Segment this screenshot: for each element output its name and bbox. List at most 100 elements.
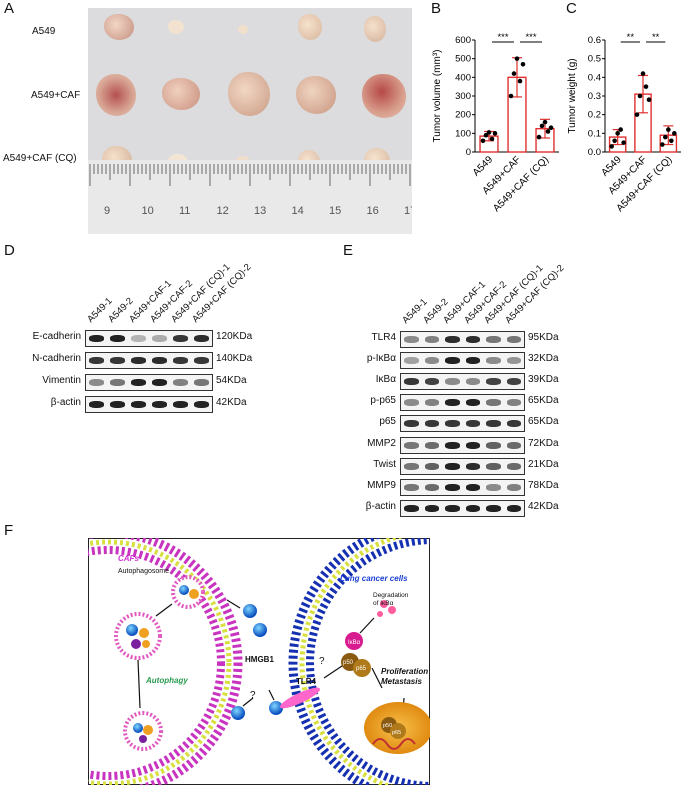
blot-band (445, 357, 460, 365)
row-label-a549: A549 (32, 26, 56, 37)
molecular-weight-label: 54KDa (216, 375, 247, 386)
blot-band (465, 357, 480, 365)
blot-band (404, 357, 419, 365)
blot-band (194, 401, 209, 408)
ruler-label: 15 (329, 205, 341, 217)
blot-band (424, 483, 439, 491)
blot-band (445, 336, 460, 343)
question-mark: ? (319, 656, 325, 667)
blot-band (89, 335, 104, 342)
data-point (520, 61, 526, 67)
tumor-sample (162, 78, 200, 110)
blot-band (486, 504, 501, 512)
blot-row (400, 331, 525, 348)
molecular-weight-label: 65KDa (528, 395, 559, 407)
blot-band (506, 420, 521, 428)
data-point (618, 127, 623, 132)
blot-row-label: N-cadherin (32, 353, 81, 364)
row-label-a549-caf-cq: A549+CAF (CQ) (3, 153, 77, 164)
ruler-label: 9 (104, 205, 110, 217)
tumor-sample (238, 25, 248, 34)
question-mark: ? (250, 690, 256, 701)
autophagy-label: Autophagy (145, 676, 188, 685)
lung-cancer-label: Lung cancer cells (340, 574, 408, 583)
blot-band (404, 483, 419, 491)
blot-band (424, 399, 439, 407)
ikba-molecule (345, 632, 363, 650)
row-label-a549-caf: A549+CAF (31, 90, 81, 101)
blot-band (194, 379, 209, 386)
blot-band (152, 379, 167, 386)
blot-row (400, 436, 525, 454)
data-point (508, 93, 514, 99)
molecular-weight-label: 140KDa (216, 353, 253, 364)
blot-row (85, 374, 213, 391)
blot-band (486, 399, 501, 407)
blot-band (424, 357, 439, 365)
blot-row-label: p-p65 (370, 395, 396, 407)
data-point (483, 132, 489, 138)
data-point (621, 140, 626, 145)
panel-letter-e: E (343, 242, 354, 259)
blot-band (194, 357, 209, 364)
blot-row (85, 396, 213, 413)
blot-band (424, 336, 439, 343)
y-tick-label: 0.3 (588, 91, 601, 102)
blot-band (506, 399, 521, 407)
blot-band (465, 462, 480, 470)
tumor-sample (296, 76, 336, 114)
blot-band (173, 401, 188, 408)
autophagosome (123, 711, 163, 751)
blot-band (506, 357, 521, 365)
molecular-weight-label: 72KDa (528, 437, 559, 449)
cafs-label: CAFs (118, 554, 139, 563)
blot-band (424, 462, 439, 470)
blot-row (400, 457, 525, 475)
blot-band (110, 401, 125, 408)
tumor-volume-chart: 0 100 200 300 400 500 600 Tumor volume (mm³) A54… (432, 32, 559, 214)
blot-band (486, 462, 501, 470)
blot-row-label: Vimentin (42, 375, 81, 386)
blot-band (424, 378, 439, 386)
blot-band (110, 379, 125, 386)
blot-band (89, 379, 104, 386)
blot-row-label: E-cadherin (32, 331, 81, 342)
y-tick-label: 500 (455, 54, 471, 65)
y-tick-label: 300 (455, 91, 471, 102)
significance-label: ** (627, 32, 635, 43)
blot-band (131, 335, 146, 342)
blot-band (445, 399, 460, 407)
y-tick-label: 200 (455, 110, 471, 121)
significance-label: *** (525, 32, 536, 43)
blot-row-label: TLR4 (371, 332, 396, 343)
blot-band (465, 441, 480, 449)
data-point (480, 138, 486, 144)
y-tick-label: 0.2 (588, 110, 601, 121)
blot-band (465, 420, 480, 428)
y-tick-label: 0 (466, 147, 471, 158)
hmgb1-molecule (243, 604, 257, 618)
blot-band (110, 357, 125, 364)
y-tick-label: 600 (455, 35, 471, 46)
blot-band (506, 483, 521, 491)
significance-label: ** (652, 32, 660, 43)
tumor-sample (168, 20, 184, 34)
blot-row-label: MMP9 (367, 479, 396, 491)
blot-row (400, 352, 525, 370)
tumor-sample (228, 72, 270, 116)
blot-band (445, 483, 460, 491)
y-tick-label: 0.6 (588, 35, 601, 46)
p50-text: p50 (383, 723, 392, 729)
molecular-weight-label: 32KDa (528, 353, 559, 365)
autophagosome-label: Autophagosome (118, 568, 169, 575)
hmgb1-label: HMGB1 (245, 655, 274, 664)
blot-band (173, 379, 188, 386)
blot-band (131, 357, 146, 364)
blot-band (173, 335, 188, 342)
data-point (660, 142, 665, 147)
blot-band (486, 378, 501, 386)
blot-band (404, 462, 419, 470)
y-tick-label: 0.4 (588, 72, 601, 83)
data-point (666, 127, 671, 132)
